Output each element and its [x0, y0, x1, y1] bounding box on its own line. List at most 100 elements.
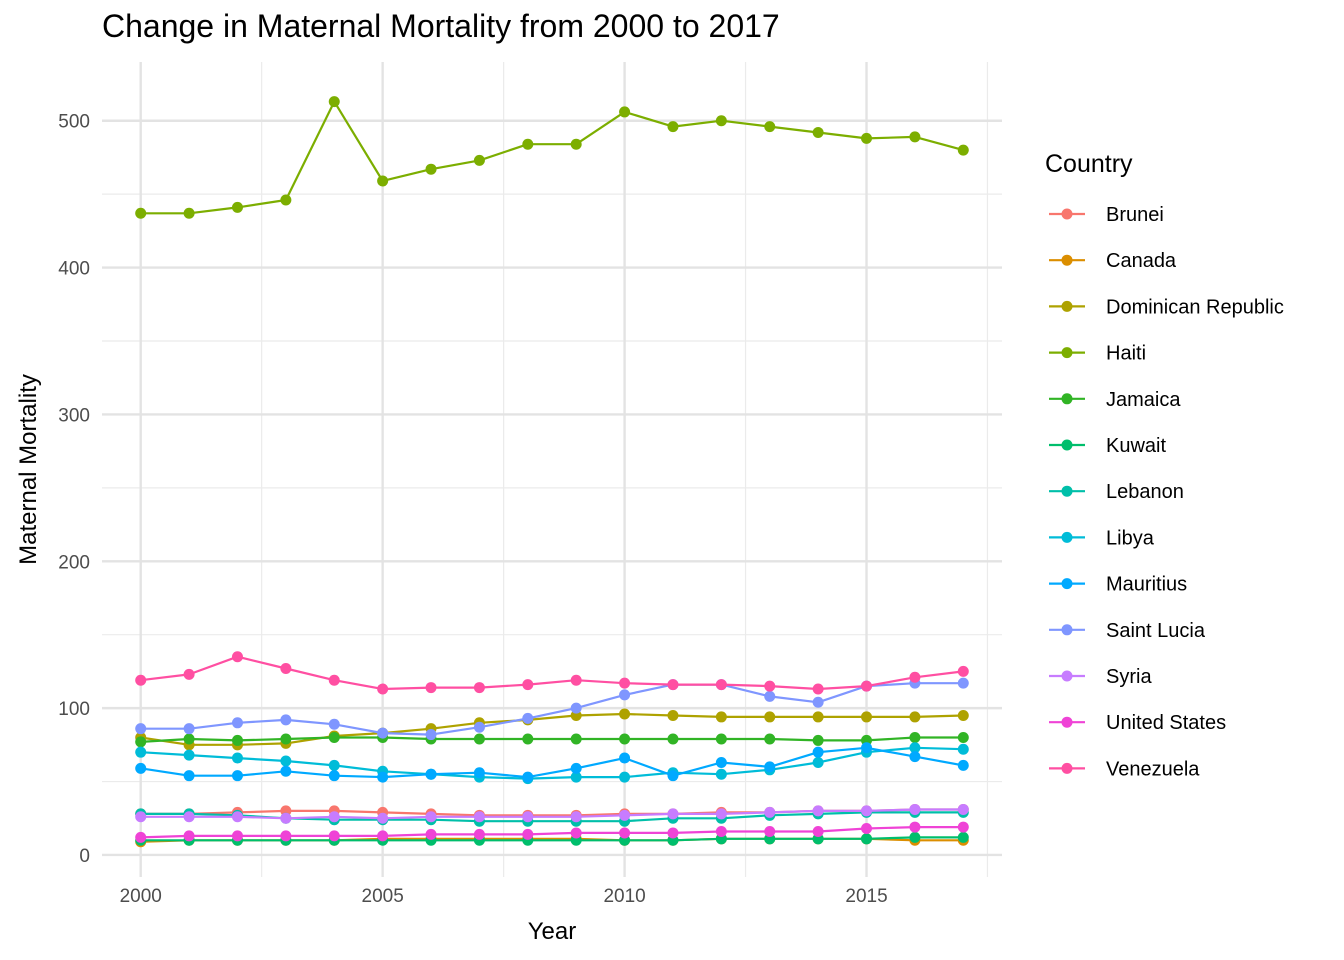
x-tick-label: 2010 — [603, 886, 645, 907]
data-point-mauritius — [135, 762, 147, 774]
data-point-venezuela — [425, 682, 437, 694]
data-point-haiti — [377, 175, 389, 187]
data-point-mauritius — [715, 756, 727, 768]
data-point-venezuela — [183, 668, 195, 680]
data-point-syria — [425, 811, 437, 823]
data-point-venezuela — [667, 679, 679, 691]
legend-key-point — [1061, 624, 1073, 636]
data-point-haiti — [425, 163, 437, 175]
series-libya — [135, 742, 969, 785]
data-point-united-states — [812, 825, 824, 837]
data-point-kuwait — [957, 831, 969, 843]
data-point-saint-lucia — [764, 690, 776, 702]
legend-label: Kuwait — [1106, 435, 1166, 457]
data-point-libya — [619, 771, 631, 783]
data-point-jamaica — [812, 734, 824, 746]
data-point-venezuela — [135, 674, 147, 686]
data-point-venezuela — [619, 677, 631, 689]
series-saint-lucia — [135, 677, 969, 741]
series-line-kuwait — [140, 836, 964, 842]
data-point-haiti — [280, 194, 292, 206]
data-point-syria — [667, 808, 679, 820]
data-point-united-states — [473, 828, 485, 840]
data-point-syria — [328, 811, 340, 823]
data-point-saint-lucia — [619, 689, 631, 701]
series-united-states — [135, 821, 969, 843]
legend-label: United States — [1106, 712, 1226, 734]
data-point-united-states — [667, 827, 679, 839]
series-line-saint-lucia — [140, 682, 964, 736]
data-point-libya — [135, 746, 147, 758]
x-tick-label: 2005 — [362, 886, 404, 907]
data-point-dominican-republic — [861, 711, 873, 723]
data-point-haiti — [667, 121, 679, 133]
data-point-saint-lucia — [183, 723, 195, 735]
data-point-syria — [764, 806, 776, 818]
data-point-syria — [183, 811, 195, 823]
data-point-syria — [570, 811, 582, 823]
data-point-jamaica — [957, 731, 969, 743]
data-point-syria — [861, 805, 873, 817]
data-point-venezuela — [522, 679, 534, 691]
data-point-venezuela — [231, 651, 243, 663]
legend-label: Venezuela — [1106, 758, 1200, 780]
legend-key-point — [1061, 716, 1073, 728]
data-point-mauritius — [473, 767, 485, 779]
data-point-jamaica — [715, 733, 727, 745]
x-tick-label: 2015 — [845, 886, 887, 907]
data-point-venezuela — [861, 680, 873, 692]
data-point-syria — [909, 803, 921, 815]
series-haiti — [135, 96, 969, 219]
legend-item-venezuela: Venezuela — [1049, 758, 1200, 780]
data-point-mauritius — [231, 770, 243, 782]
legend-label: Jamaica — [1106, 389, 1181, 411]
legend-key-point — [1061, 254, 1073, 266]
data-point-saint-lucia — [280, 714, 292, 726]
data-point-dominican-republic — [619, 708, 631, 720]
series-mauritius — [135, 742, 969, 783]
data-point-jamaica — [473, 733, 485, 745]
data-point-syria — [619, 809, 631, 821]
legend-item-libya: Libya — [1049, 527, 1155, 549]
data-point-united-states — [957, 821, 969, 833]
series-line-mauritius — [140, 746, 964, 779]
series-venezuela — [135, 651, 969, 695]
data-point-venezuela — [764, 680, 776, 692]
series-line-haiti — [140, 100, 964, 215]
legend-key-point — [1061, 670, 1073, 682]
data-point-kuwait — [909, 831, 921, 843]
y-tick-label: 100 — [58, 699, 90, 720]
series-line-dominican-republic — [140, 712, 964, 746]
data-point-kuwait — [861, 833, 873, 845]
data-point-mauritius — [764, 761, 776, 773]
series-dominican-republic — [135, 708, 969, 751]
data-point-united-states — [231, 830, 243, 842]
data-point-united-states — [328, 830, 340, 842]
data-point-haiti — [231, 201, 243, 213]
data-point-jamaica — [328, 731, 340, 743]
legend-label: Libya — [1106, 527, 1155, 549]
data-point-jamaica — [280, 733, 292, 745]
data-point-venezuela — [280, 662, 292, 674]
legend-key-point — [1061, 300, 1073, 312]
series-jamaica — [135, 731, 969, 748]
data-point-saint-lucia — [812, 696, 824, 708]
data-point-united-states — [764, 825, 776, 837]
minor-gridlines — [102, 62, 1002, 877]
data-point-haiti — [715, 115, 727, 127]
legend-item-dominican-republic: Dominican Republic — [1049, 296, 1284, 318]
legend-label: Dominican Republic — [1106, 296, 1284, 318]
y-tick-label: 500 — [58, 112, 90, 133]
data-point-mauritius — [522, 771, 534, 783]
data-point-dominican-republic — [957, 709, 969, 721]
legend-title: Country — [1045, 150, 1133, 178]
data-point-dominican-republic — [812, 711, 824, 723]
series-line-jamaica — [140, 736, 964, 743]
data-point-mauritius — [280, 765, 292, 777]
chart-title: Change in Maternal Mortality from 2000 t… — [102, 8, 780, 44]
y-axis-ticks: 0 100 200 300 400 500 — [58, 112, 90, 867]
data-point-haiti — [570, 138, 582, 150]
data-point-dominican-republic — [909, 711, 921, 723]
data-point-venezuela — [812, 683, 824, 695]
